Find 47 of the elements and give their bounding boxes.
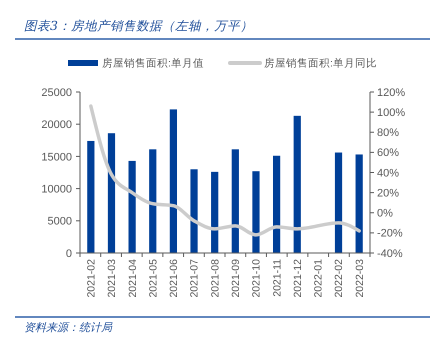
x-tick-label: 2021-08 bbox=[209, 258, 222, 298]
legend-label: 房屋销售面积:单月值 bbox=[102, 56, 204, 70]
line-series bbox=[89, 104, 361, 237]
bar bbox=[190, 169, 198, 253]
bar bbox=[252, 171, 260, 253]
bar bbox=[211, 172, 218, 253]
bar bbox=[149, 149, 156, 253]
bar bbox=[108, 133, 116, 253]
y2-tick-label: 40% bbox=[377, 167, 400, 180]
y-tick-label: 15000 bbox=[41, 151, 72, 164]
bar bbox=[128, 160, 136, 253]
text: 资料来源：统计局 bbox=[24, 321, 113, 334]
y-tick-label: 20000 bbox=[41, 119, 72, 132]
y-tick-label: 0 bbox=[66, 248, 72, 260]
y2-tick-label: 60% bbox=[377, 147, 400, 160]
bar bbox=[170, 109, 178, 253]
y-tick-label: 25000 bbox=[41, 86, 72, 99]
bar bbox=[334, 152, 342, 253]
y-tick-label: 5000 bbox=[48, 216, 72, 228]
x-tick-label: 2021-12 bbox=[292, 258, 304, 298]
chart-title: 图表3：房地产销售数据（左轴，万平） bbox=[24, 18, 253, 33]
y2-tick-label: -20% bbox=[377, 228, 403, 240]
x-tick-label: 2021-05 bbox=[147, 258, 160, 298]
x-tick-label: 2021-10 bbox=[250, 258, 263, 298]
x-tick-label: 2021-09 bbox=[230, 258, 242, 298]
bar bbox=[272, 156, 280, 253]
x-tick-label: 2022-01 bbox=[312, 258, 325, 298]
y2-tick-label: -40% bbox=[377, 248, 403, 260]
y-tick-label: 10000 bbox=[41, 183, 72, 196]
x-tick-label: 2022-02 bbox=[333, 258, 346, 298]
x-tick-label: 2021-11 bbox=[271, 258, 284, 297]
x-tick-label: 2021-06 bbox=[168, 258, 180, 298]
x-tick-label: 2021-03 bbox=[106, 258, 118, 298]
bar bbox=[87, 140, 94, 253]
y2-tick-label: 0% bbox=[377, 208, 394, 220]
y2-tick-label: 80% bbox=[377, 127, 400, 140]
bar bbox=[232, 149, 239, 253]
bar bbox=[356, 154, 363, 253]
x-tick-label: 2021-07 bbox=[188, 258, 201, 298]
y2-tick-label: 100% bbox=[377, 106, 406, 119]
x-tick-label: 2021-02 bbox=[86, 258, 98, 298]
legend-label: 房屋销售面积:单月同比 bbox=[264, 56, 377, 70]
y2-tick-label: 120% bbox=[377, 86, 406, 99]
y2-tick-label: 20% bbox=[377, 187, 400, 200]
bar bbox=[294, 116, 301, 253]
x-tick-label: 2022-03 bbox=[354, 258, 366, 298]
x-tick-label: 2021-04 bbox=[126, 258, 139, 298]
